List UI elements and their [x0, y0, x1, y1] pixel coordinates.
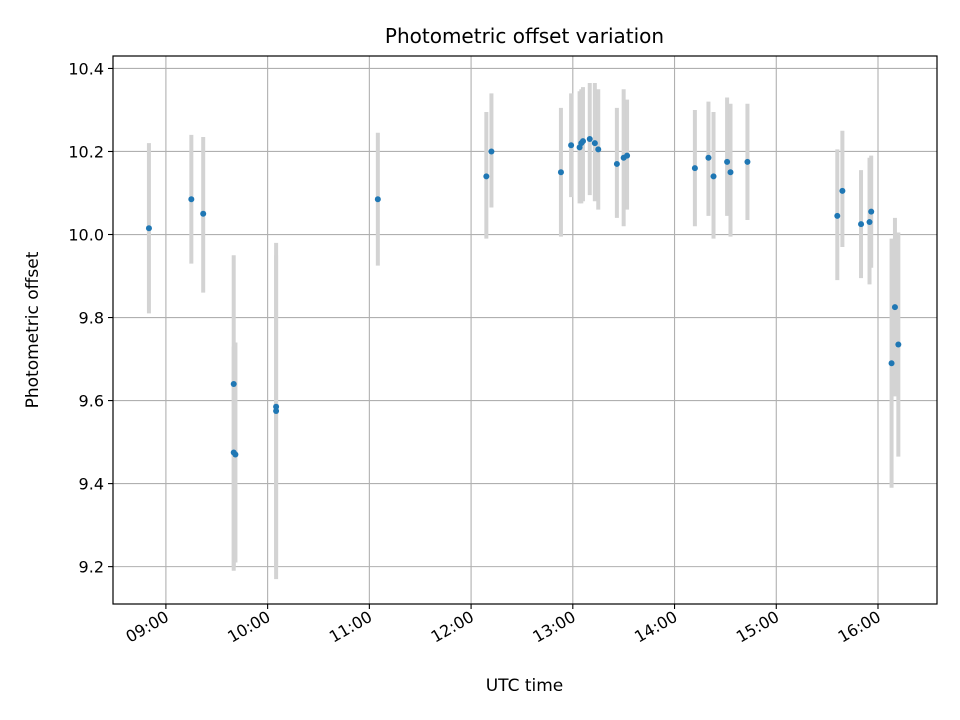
- data-point: [858, 221, 865, 228]
- data-point: [595, 146, 602, 153]
- plot-frame: [112, 55, 938, 605]
- data-point: [188, 196, 195, 203]
- data-points: [145, 136, 902, 458]
- data-point: [868, 208, 875, 215]
- data-point: [866, 219, 873, 226]
- data-point: [724, 158, 731, 165]
- y-tick-label: 9.4: [79, 475, 104, 494]
- data-point: [273, 403, 280, 410]
- data-point: [839, 187, 846, 194]
- data-point: [834, 212, 841, 219]
- data-point: [895, 341, 902, 348]
- data-point: [200, 210, 207, 217]
- y-tick-label: 10.4: [68, 59, 104, 78]
- data-point: [374, 196, 381, 203]
- data-point: [483, 173, 490, 180]
- data-point: [888, 360, 895, 367]
- y-tick-label: 9.8: [79, 309, 104, 328]
- data-point: [488, 148, 495, 155]
- data-point: [691, 165, 698, 172]
- data-point: [710, 173, 717, 180]
- data-point: [557, 169, 564, 176]
- y-tick-label: 10.0: [68, 226, 104, 245]
- data-point: [744, 158, 751, 165]
- data-point: [273, 407, 280, 414]
- data-point: [232, 451, 239, 458]
- data-point: [145, 225, 152, 232]
- y-tick-label: 9.6: [79, 392, 104, 411]
- data-point: [727, 169, 734, 176]
- data-point: [579, 138, 586, 145]
- data-point: [586, 136, 593, 143]
- data-point: [230, 380, 237, 387]
- data-point: [624, 152, 631, 159]
- data-point: [591, 140, 598, 147]
- y-axis-ticks: 9.2 9.4 9.6 9.8 10.0 10.2 10.4: [68, 59, 113, 577]
- y-axis-title: Photometric offset: [23, 251, 43, 408]
- data-point: [568, 142, 575, 149]
- grid-lines: [113, 56, 937, 604]
- y-tick-label: 9.2: [79, 558, 104, 577]
- data-point: [705, 154, 712, 161]
- chart-title: Photometric offset variation: [385, 24, 664, 48]
- y-tick-label: 10.2: [68, 142, 104, 161]
- data-point: [891, 304, 898, 311]
- data-point: [613, 160, 620, 167]
- x-axis-title: UTC time: [486, 676, 564, 696]
